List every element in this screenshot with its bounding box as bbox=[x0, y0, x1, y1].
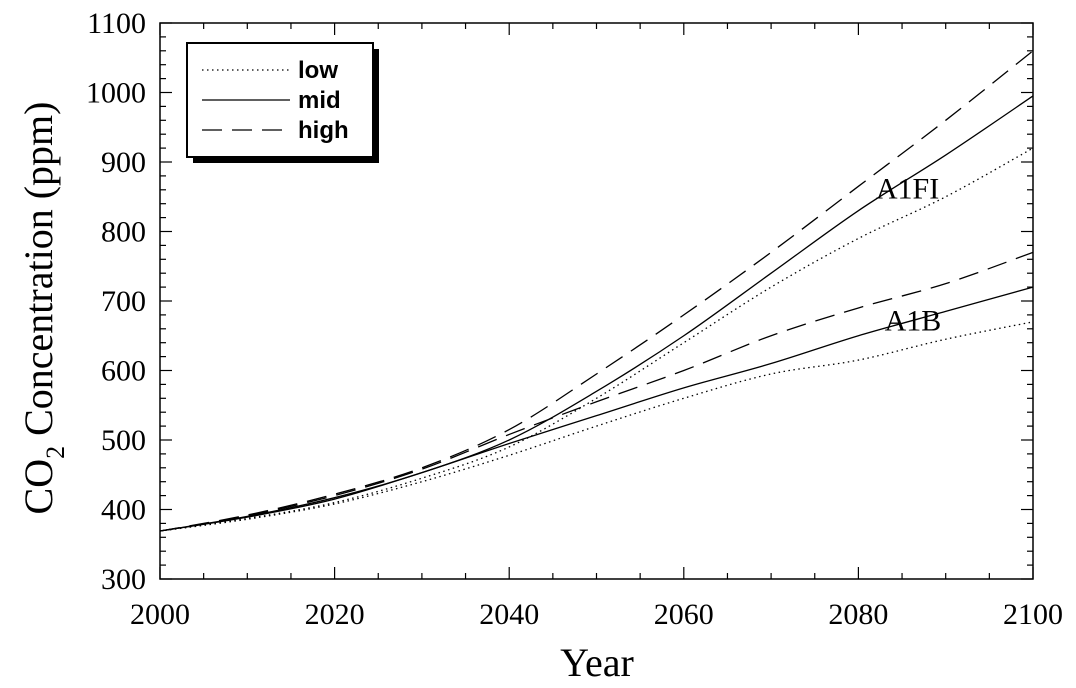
y-tick-label: 700 bbox=[101, 285, 146, 318]
series-a1b-solid bbox=[159, 286, 1034, 532]
y-tick-label: 800 bbox=[101, 216, 146, 249]
x-tick-label: 2020 bbox=[305, 598, 365, 631]
x-tick-label: 2060 bbox=[654, 598, 714, 631]
x-tick-label: 2000 bbox=[130, 598, 190, 631]
annotations-layer: A1FI A1B bbox=[876, 172, 941, 337]
y-axis-label: CO2 Concentration (ppm) bbox=[16, 102, 70, 515]
y-axis-label-main: CO bbox=[16, 459, 61, 515]
y-tick-label: 400 bbox=[101, 494, 146, 527]
tick-labels-layer: 2000 2020 2040 2060 2080 2100 300 400 500 600 700 8… bbox=[86, 7, 1063, 631]
series-a1fi-solid bbox=[159, 95, 1034, 532]
annotation-a1b: A1B bbox=[885, 304, 942, 337]
y-tick-label: 1100 bbox=[87, 7, 146, 40]
legend-label-mid: mid bbox=[298, 87, 341, 114]
x-tick-label: 2100 bbox=[1003, 598, 1063, 631]
legend-label-high: high bbox=[298, 117, 349, 144]
y-axis-label-subscript: 2 bbox=[41, 446, 70, 459]
plot-frame bbox=[159, 22, 1034, 580]
annotation-a1fi: A1FI bbox=[876, 172, 939, 205]
y-tick-label: 1000 bbox=[86, 77, 146, 110]
legend-label-low: low bbox=[298, 57, 338, 84]
series-a1fi-dotted bbox=[159, 147, 1034, 532]
x-tick-label: 2080 bbox=[828, 598, 888, 631]
series-a1b-dotted bbox=[159, 321, 1034, 532]
x-tick-label: 2040 bbox=[479, 598, 539, 631]
series-a1fi-dashed bbox=[159, 50, 1034, 532]
y-tick-label: 600 bbox=[101, 355, 146, 388]
series-a1b-dashed bbox=[159, 251, 1034, 532]
y-axis-label-rest: Concentration (ppm) bbox=[16, 102, 61, 446]
y-tick-label: 900 bbox=[101, 146, 146, 179]
legend: low mid high bbox=[186, 42, 379, 163]
y-tick-label: 500 bbox=[101, 424, 146, 457]
series-layer bbox=[159, 50, 1034, 532]
y-tick-label: 300 bbox=[101, 563, 146, 596]
x-axis-label: Year bbox=[560, 640, 634, 685]
